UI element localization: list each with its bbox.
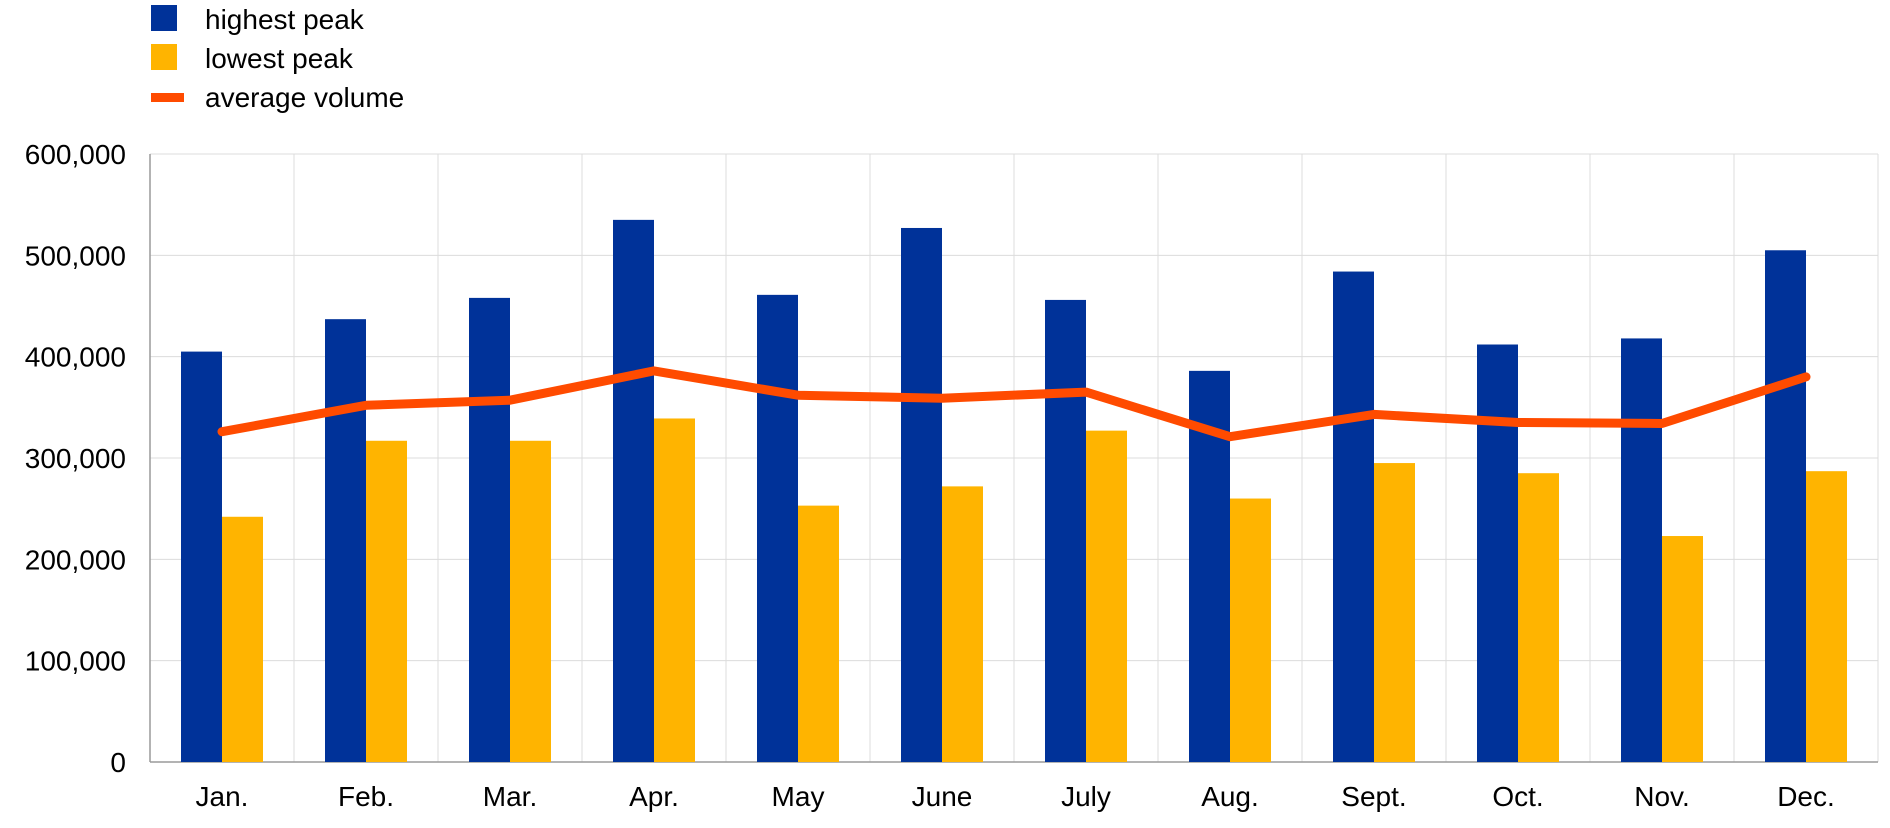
x-tick-label: Dec. [1777, 781, 1835, 812]
y-tick-label: 600,000 [25, 139, 126, 170]
bar-highest-peak [469, 297, 510, 762]
legend: highest peak lowest peak average volume [151, 4, 404, 113]
x-tick-label: Apr. [629, 781, 679, 812]
x-tick-label: July [1061, 781, 1111, 812]
bar-lowest-peak [1518, 473, 1559, 762]
y-tick-label: 0 [110, 747, 126, 778]
bar-highest-peak [181, 351, 222, 762]
x-tick-label: June [912, 781, 973, 812]
bar-highest-peak [1045, 299, 1086, 762]
bar-lowest-peak [366, 440, 407, 762]
bar-lowest-peak [222, 516, 263, 762]
x-tick-label: Feb. [338, 781, 394, 812]
axes [149, 154, 1878, 763]
line-average-volume [217, 366, 1811, 442]
x-tick-label: Nov. [1634, 781, 1690, 812]
bar-highest-peak [757, 294, 798, 762]
y-tick-label: 300,000 [25, 443, 126, 474]
x-tick-label: Mar. [483, 781, 537, 812]
y-tick-label: 100,000 [25, 646, 126, 677]
legend-label-lowest-peak: lowest peak [205, 43, 354, 74]
bar-lowest-peak [510, 440, 551, 762]
bar-lowest-peak [1806, 471, 1847, 762]
gridlines [150, 153, 1879, 762]
bar-highest-peak [325, 319, 366, 762]
tick-labels: 0 100,000 200,000 300,000 400,000 500,000 600,… [25, 139, 1835, 812]
legend-label-highest-peak: highest peak [205, 4, 365, 35]
bar-highest-peak [1333, 271, 1374, 762]
bar-highest-peak [901, 227, 942, 762]
legend-swatch-lowest-peak [151, 44, 177, 70]
bar-lowest-peak [1230, 498, 1271, 762]
legend-swatch-highest-peak [151, 5, 177, 31]
bar-highest-peak [613, 219, 654, 762]
x-tick-label: May [772, 781, 825, 812]
bar-lowest-peak [942, 486, 983, 762]
x-tick-label: Jan. [196, 781, 249, 812]
bars [181, 219, 1847, 762]
x-tick-label: Aug. [1201, 781, 1259, 812]
bar-highest-peak [1621, 338, 1662, 762]
y-tick-label: 200,000 [25, 544, 126, 575]
bar-lowest-peak [1662, 536, 1703, 762]
bar-highest-peak [1765, 250, 1806, 762]
bar-lowest-peak [798, 505, 839, 762]
bar-lowest-peak [1086, 430, 1127, 762]
legend-label-average-volume: average volume [205, 82, 404, 113]
y-tick-label: 400,000 [25, 342, 126, 373]
legend-swatch-average-volume [151, 93, 184, 102]
average-line [217, 366, 1811, 442]
bar-lowest-peak [1374, 463, 1415, 762]
bar-highest-peak [1477, 344, 1518, 762]
x-tick-label: Sept. [1341, 781, 1406, 812]
x-tick-label: Oct. [1492, 781, 1543, 812]
bar-lowest-peak [654, 418, 695, 762]
y-tick-label: 500,000 [25, 240, 126, 271]
